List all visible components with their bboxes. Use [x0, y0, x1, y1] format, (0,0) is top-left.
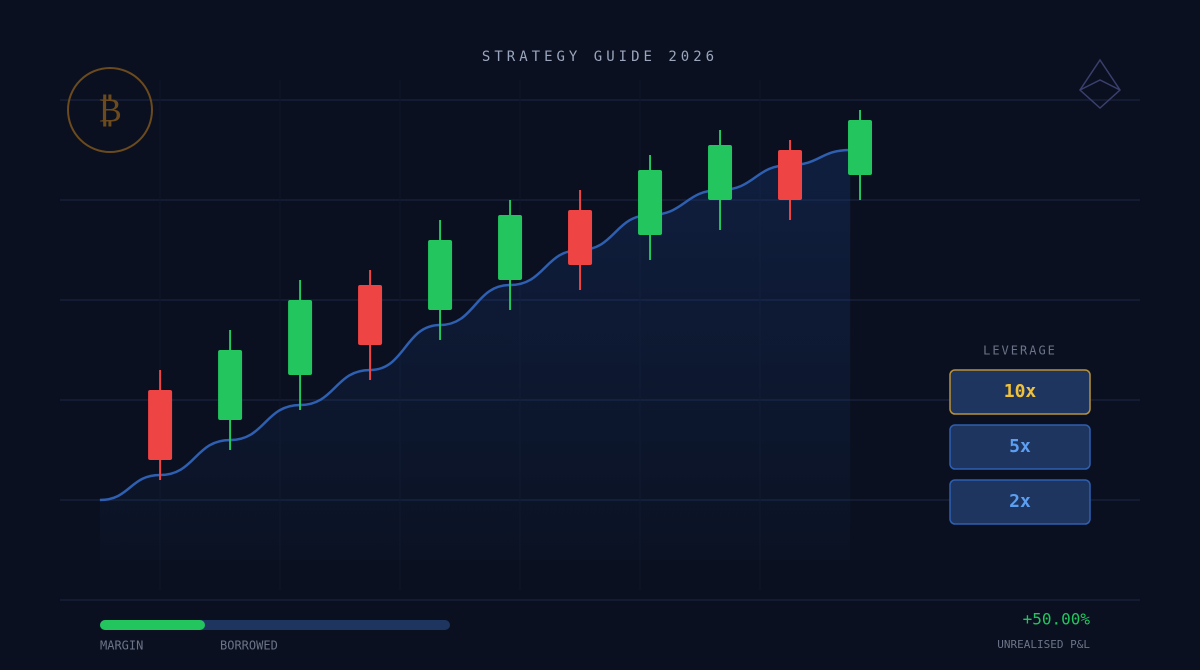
- leverage-button[interactable]: [949, 369, 1091, 415]
- plot: [99, 110, 873, 560]
- candle-body: [428, 240, 453, 310]
- margin-bar: [100, 620, 205, 630]
- leverage-label: LEVERAGE: [983, 344, 1057, 358]
- coin-glyph: ₿: [98, 91, 122, 131]
- pnl-label: UNREALISED P&L: [997, 638, 1090, 651]
- candle-body: [848, 120, 873, 175]
- candle-body: [218, 350, 243, 420]
- eth-icon: [1079, 58, 1121, 110]
- position: MARGIN BORROWED +50.00% UNREALISED P&L: [100, 610, 1090, 653]
- candle-body: [498, 215, 523, 280]
- leverage-option[interactable]: 5x: [1009, 436, 1031, 457]
- title: STRATEGY GUIDE 2026: [482, 49, 718, 65]
- candle-body: [708, 145, 733, 200]
- candle-body: [148, 390, 173, 460]
- leverage-option[interactable]: 10x: [1004, 381, 1037, 402]
- leverage-button[interactable]: [949, 424, 1091, 470]
- candle-body: [358, 285, 383, 345]
- candle-body: [288, 300, 313, 375]
- leverage-options: 10x 5x 2x: [949, 369, 1091, 525]
- margin-label: MARGIN: [100, 639, 143, 653]
- candle-body: [778, 150, 803, 200]
- leverage-option[interactable]: 2x: [1009, 491, 1031, 512]
- pnl-value: +50.00%: [1023, 610, 1091, 629]
- leverage-button[interactable]: [949, 479, 1091, 525]
- candle-body: [568, 210, 593, 265]
- candle-body: [638, 170, 663, 235]
- coin-icon: [67, 67, 153, 153]
- trend-area: [99, 150, 851, 560]
- borrowed-label: BORROWED: [220, 639, 278, 653]
